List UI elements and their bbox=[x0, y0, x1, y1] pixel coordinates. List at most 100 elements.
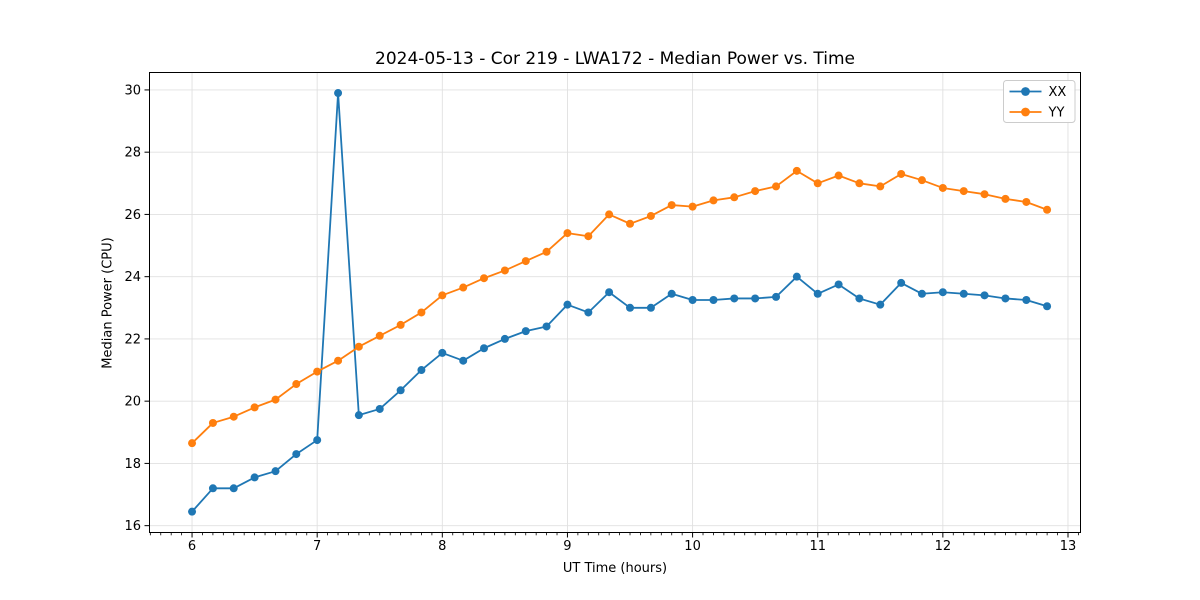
data-point-YY bbox=[271, 395, 280, 404]
data-point-XX bbox=[521, 327, 530, 336]
data-point-YY bbox=[313, 367, 322, 376]
data-point-YY bbox=[938, 183, 947, 192]
y-tick-label: 26 bbox=[124, 208, 141, 223]
data-point-XX bbox=[188, 507, 197, 516]
data-point-XX bbox=[980, 291, 989, 300]
y-tick-label: 22 bbox=[124, 332, 141, 347]
y-tick-label: 28 bbox=[124, 146, 141, 161]
data-point-YY bbox=[1043, 205, 1052, 214]
data-point-YY bbox=[229, 412, 238, 421]
x-tick-label: 10 bbox=[684, 539, 701, 554]
data-point-YY bbox=[897, 169, 906, 178]
data-point-YY bbox=[563, 229, 572, 238]
data-point-YY bbox=[396, 320, 405, 329]
legend-marker-YY bbox=[1021, 107, 1030, 117]
x-tick-label: 12 bbox=[935, 539, 952, 554]
data-point-YY bbox=[751, 187, 760, 196]
data-point-YY bbox=[709, 196, 718, 205]
data-point-XX bbox=[459, 356, 468, 365]
legend-label-XX: XX bbox=[1049, 85, 1067, 100]
data-point-XX bbox=[417, 366, 426, 375]
data-point-YY bbox=[855, 179, 864, 188]
data-point-XX bbox=[1001, 294, 1010, 303]
data-point-XX bbox=[772, 292, 781, 301]
data-point-YY bbox=[876, 182, 885, 191]
data-point-XX bbox=[250, 473, 259, 482]
data-point-XX bbox=[709, 296, 718, 305]
data-point-XX bbox=[542, 322, 551, 331]
x-tick-label: 6 bbox=[188, 539, 196, 554]
y-axis-label-text: Median Power (CPU) bbox=[100, 237, 116, 369]
data-point-XX bbox=[688, 296, 697, 305]
data-point-YY bbox=[959, 187, 968, 196]
data-point-XX bbox=[813, 289, 822, 298]
data-point-XX bbox=[626, 303, 635, 312]
x-tick-label: 9 bbox=[563, 539, 571, 554]
data-point-YY bbox=[667, 201, 676, 210]
data-point-YY bbox=[584, 232, 593, 241]
data-point-XX bbox=[917, 289, 926, 298]
data-point-XX bbox=[897, 278, 906, 287]
legend-marker-XX bbox=[1021, 87, 1030, 96]
data-point-YY bbox=[730, 193, 739, 202]
data-point-YY bbox=[354, 342, 363, 351]
data-point-YY bbox=[459, 283, 468, 292]
data-point-XX bbox=[1022, 296, 1031, 305]
data-point-YY bbox=[772, 182, 781, 191]
data-point-XX bbox=[730, 294, 739, 303]
data-point-XX bbox=[271, 467, 280, 476]
data-point-YY bbox=[375, 331, 384, 340]
data-point-YY bbox=[208, 418, 217, 427]
data-point-YY bbox=[542, 247, 551, 256]
data-point-XX bbox=[334, 89, 343, 98]
data-point-YY bbox=[646, 211, 655, 220]
data-point-YY bbox=[292, 380, 301, 389]
plot-frame bbox=[149, 72, 1081, 533]
data-point-XX bbox=[959, 289, 968, 298]
data-point-YY bbox=[521, 257, 530, 266]
data-point-XX bbox=[354, 411, 363, 420]
data-point-YY bbox=[417, 308, 426, 317]
data-point-XX bbox=[855, 294, 864, 303]
x-axis-label: UT Time (hours) bbox=[562, 561, 668, 576]
data-point-YY bbox=[688, 202, 697, 211]
y-tick-label: 20 bbox=[124, 395, 141, 410]
x-tick-label: 7 bbox=[313, 539, 321, 554]
data-point-XX bbox=[834, 280, 843, 289]
data-point-XX bbox=[208, 484, 217, 493]
data-point-YY bbox=[813, 179, 822, 188]
legend-label-YY: YY bbox=[1048, 106, 1065, 121]
data-point-YY bbox=[917, 176, 926, 185]
data-point-YY bbox=[626, 219, 635, 228]
data-point-YY bbox=[479, 274, 488, 283]
data-point-YY bbox=[188, 439, 197, 448]
data-point-XX bbox=[751, 294, 760, 303]
data-point-YY bbox=[1022, 197, 1031, 206]
data-point-XX bbox=[938, 288, 947, 297]
x-tick-label: 8 bbox=[438, 539, 446, 554]
data-point-YY bbox=[250, 403, 259, 412]
data-point-XX bbox=[792, 272, 801, 281]
y-tick-label: 16 bbox=[124, 519, 141, 534]
chart-title: 2024-05-13 - Cor 219 - LWA172 - Median P… bbox=[375, 49, 855, 69]
data-point-XX bbox=[584, 308, 593, 317]
data-point-YY bbox=[834, 171, 843, 180]
y-tick-label: 18 bbox=[124, 457, 141, 472]
data-point-XX bbox=[292, 450, 301, 459]
y-tick-label: 24 bbox=[124, 270, 141, 285]
data-point-XX bbox=[1043, 302, 1052, 311]
x-tick-label: 13 bbox=[1060, 539, 1077, 554]
data-point-YY bbox=[980, 190, 989, 199]
data-point-YY bbox=[792, 166, 801, 175]
data-point-XX bbox=[375, 404, 384, 413]
data-point-XX bbox=[229, 484, 238, 493]
data-point-XX bbox=[876, 300, 885, 309]
data-point-XX bbox=[479, 344, 488, 353]
data-point-XX bbox=[646, 303, 655, 312]
data-point-YY bbox=[1001, 194, 1010, 203]
data-point-XX bbox=[667, 289, 676, 298]
data-point-XX bbox=[438, 348, 447, 357]
data-point-XX bbox=[313, 436, 322, 445]
